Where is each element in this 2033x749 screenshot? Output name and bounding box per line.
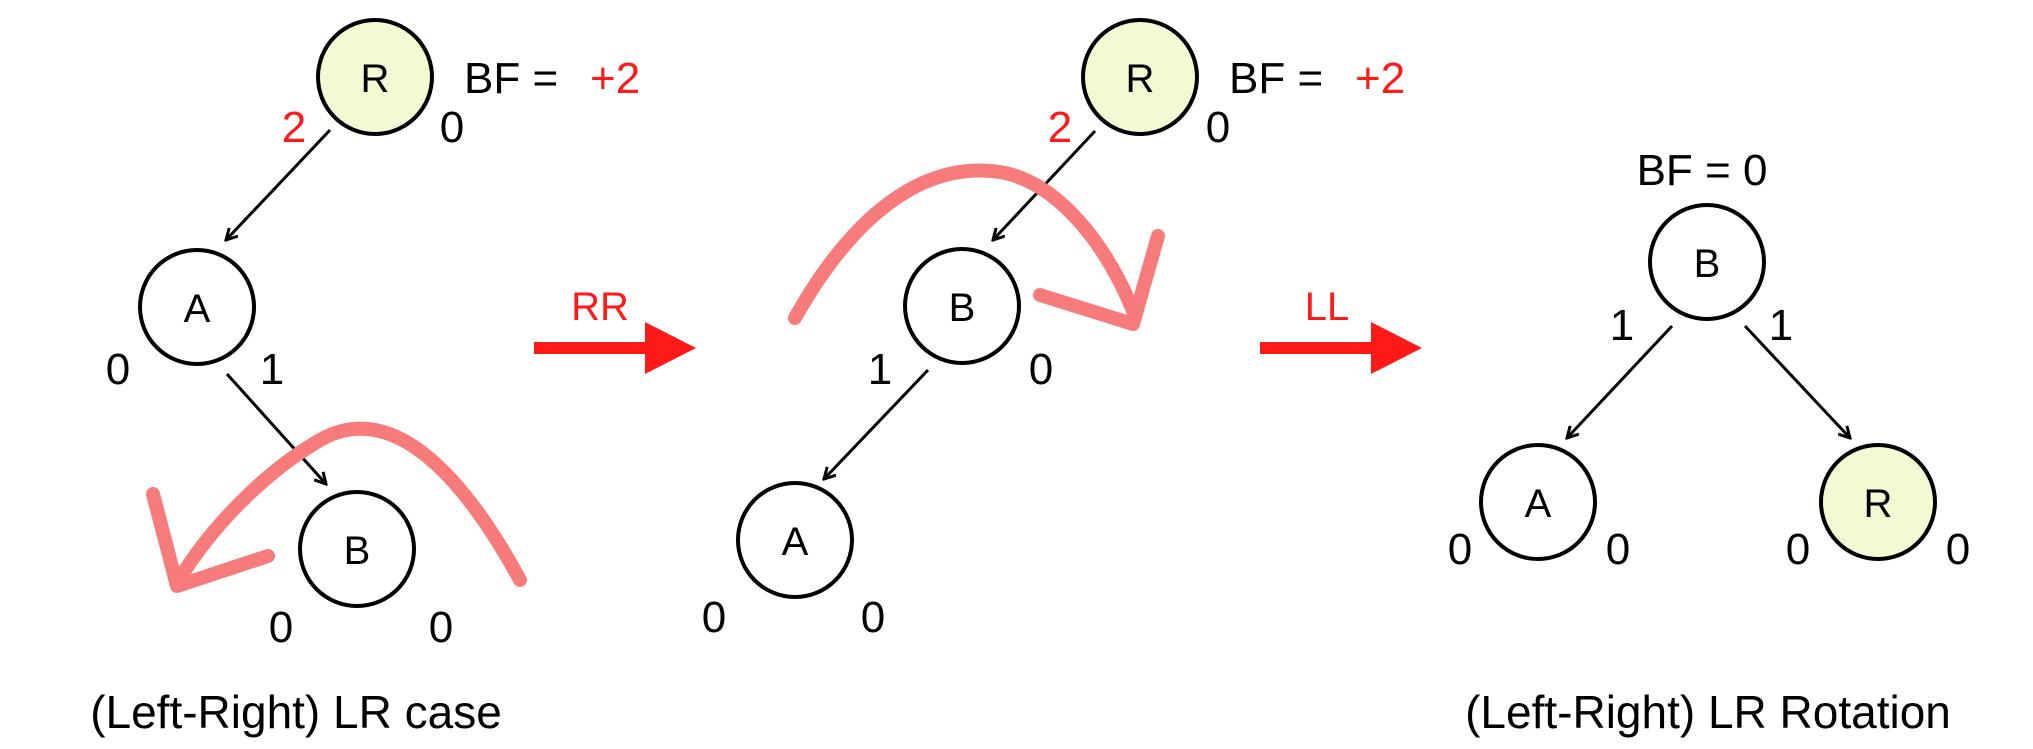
height-r-right: 0: [440, 103, 464, 152]
edge-b-to-a: [824, 368, 930, 479]
height-r-left: 2: [1048, 103, 1072, 152]
rotation-arrowhead: [1033, 229, 1165, 331]
node-r-circle: [1081, 18, 1199, 136]
height-b-right: 0: [429, 603, 453, 652]
height-r-left: 0: [1786, 525, 1810, 574]
node-a-circle: [138, 248, 256, 366]
caption-lr-case: (Left-Right) LR case: [90, 686, 502, 738]
node-b-label: B: [1694, 242, 1721, 286]
node-a-label: A: [184, 287, 211, 331]
height-r-left: 2: [282, 103, 306, 152]
height-r-right: 0: [1946, 525, 1970, 574]
panel-balanced-result: BF = 0 B A R 1 1 0 0 0 0 (Left-Right) LR…: [1448, 146, 1970, 738]
node-b: B: [903, 247, 1021, 365]
node-b: B: [298, 490, 416, 608]
node-r: R: [1819, 443, 1937, 561]
node-a-circle: [736, 481, 854, 599]
height-a-left: 0: [1448, 525, 1472, 574]
edge-b-to-r: [1743, 324, 1850, 438]
node-r-label: R: [1864, 482, 1893, 526]
node-b: B: [1648, 203, 1766, 321]
rotation-arrowhead: [146, 487, 275, 593]
node-a: A: [138, 248, 256, 366]
node-b-circle: [903, 247, 1021, 365]
balance-factor-label: BF =: [464, 54, 558, 103]
height-b-right: 0: [1029, 345, 1053, 394]
edge-r-to-a: [226, 128, 332, 240]
height-a-right: 1: [260, 345, 284, 394]
node-r-circle: [316, 18, 434, 136]
height-a-left: 0: [702, 593, 726, 642]
height-b-left: 1: [868, 345, 892, 394]
height-a-right: 0: [1606, 525, 1630, 574]
height-b-left: 1: [1610, 301, 1634, 350]
height-b-left: 0: [269, 603, 293, 652]
node-r-label: R: [1126, 57, 1155, 101]
edge-b-to-a: [1567, 324, 1674, 438]
height-a-right: 0: [861, 593, 885, 642]
height-a-left: 0: [106, 345, 130, 394]
node-a-circle: [1479, 443, 1597, 561]
node-a: A: [736, 481, 854, 599]
rotation-curve-left: [146, 421, 527, 593]
balance-factor-value: +2: [1355, 54, 1405, 103]
rotation-curve-path: [173, 421, 527, 587]
node-r: R: [316, 18, 434, 136]
node-a: A: [1479, 443, 1597, 561]
node-b-circle: [298, 490, 416, 608]
caption-lr-rotation: (Left-Right) LR Rotation: [1465, 686, 1951, 738]
panel-lr-case: R A B 2 0 0 1 0 0 BF = +2 (Left-Right) L…: [90, 18, 640, 738]
operation-rr: RR: [534, 285, 696, 374]
operation-rr-label: RR: [571, 285, 629, 329]
node-r-circle: [1819, 443, 1937, 561]
node-b-circle: [1648, 203, 1766, 321]
node-b-label: B: [949, 286, 976, 330]
operation-ll: LL: [1260, 285, 1422, 374]
operation-rr-arrowhead: [645, 322, 696, 374]
height-r-right: 0: [1206, 103, 1230, 152]
operation-ll-arrowhead: [1371, 322, 1422, 374]
node-r-label: R: [361, 57, 390, 101]
balance-factor-value: +2: [590, 54, 640, 103]
node-r: R: [1081, 18, 1199, 136]
node-b-label: B: [344, 529, 371, 573]
rotation-curve-right: [788, 163, 1165, 331]
node-a-label: A: [782, 520, 809, 564]
panel-after-rr: R B A 2 0 1 0 0 0 BF = +2: [702, 18, 1405, 642]
node-a-label: A: [1525, 482, 1552, 526]
balance-factor-label: BF =: [1229, 54, 1323, 103]
operation-ll-label: LL: [1305, 285, 1350, 329]
balance-factor-root: BF = 0: [1637, 146, 1768, 195]
edge-a-to-b: [225, 372, 326, 484]
rotation-curve-path: [788, 163, 1142, 325]
height-b-right: 1: [1769, 301, 1793, 350]
